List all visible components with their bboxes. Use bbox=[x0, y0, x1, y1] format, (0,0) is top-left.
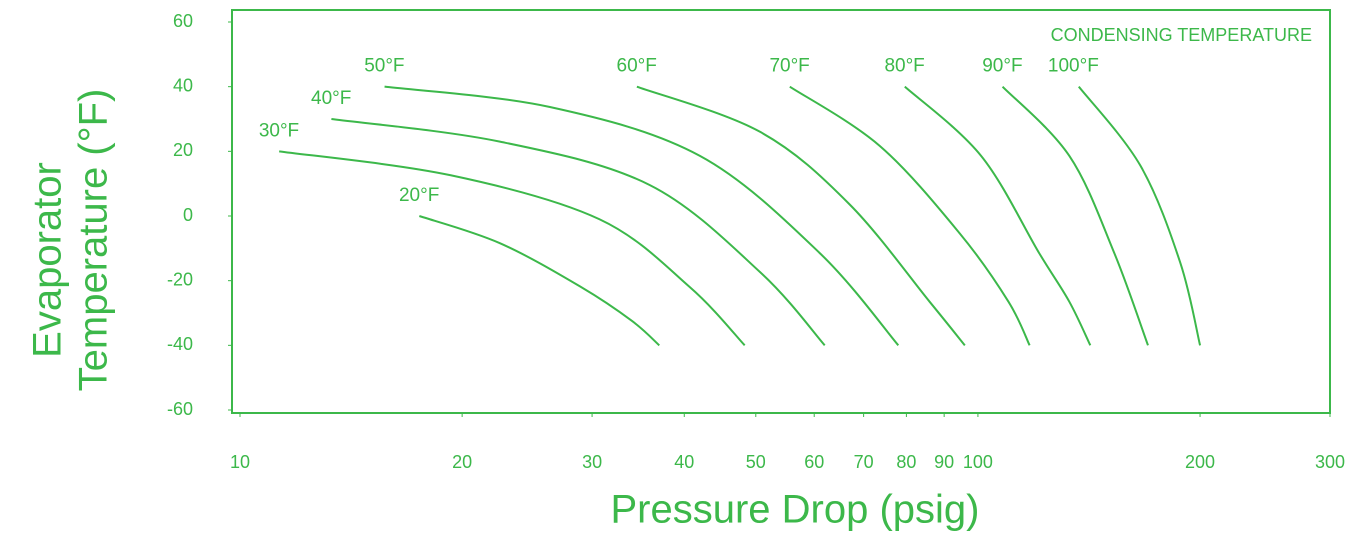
y-tick-label: -20 bbox=[167, 269, 193, 289]
curve bbox=[331, 118, 826, 346]
curve-label: 30°F bbox=[259, 120, 299, 141]
x-tick-label: 70 bbox=[854, 452, 874, 472]
curve bbox=[279, 150, 746, 347]
x-tick-label: 100 bbox=[963, 452, 993, 472]
curve-label: 80°F bbox=[884, 56, 924, 77]
y-tick-label: 0 bbox=[183, 205, 193, 225]
x-axis-label: Pressure Drop (psig) bbox=[610, 488, 979, 532]
y-tick-label: 20 bbox=[173, 140, 193, 160]
x-tick-label: 10 bbox=[230, 452, 250, 472]
curve bbox=[1001, 85, 1149, 346]
curve bbox=[789, 85, 1031, 346]
y-tick-label: 60 bbox=[173, 11, 193, 31]
curve bbox=[904, 85, 1092, 346]
x-tick-label: 90 bbox=[934, 452, 954, 472]
x-tick-label: 40 bbox=[674, 452, 694, 472]
y-tick-label: 40 bbox=[173, 75, 193, 95]
x-tick-label: 20 bbox=[452, 452, 472, 472]
x-tick-label: 50 bbox=[746, 452, 766, 472]
curve-label: 20°F bbox=[399, 185, 439, 206]
curve-label: 50°F bbox=[364, 56, 404, 77]
x-tick-label: 60 bbox=[804, 452, 824, 472]
curve-label: 90°F bbox=[982, 56, 1022, 77]
curve bbox=[384, 85, 900, 346]
x-tick-label: 300 bbox=[1315, 452, 1345, 472]
curve-label: 70°F bbox=[769, 56, 809, 77]
curve bbox=[419, 215, 660, 347]
y-tick-label: -40 bbox=[167, 334, 193, 354]
curve bbox=[1078, 86, 1202, 346]
curve-label: 100°F bbox=[1048, 56, 1099, 77]
annotation: CONDENSING TEMPERATURE bbox=[1051, 25, 1312, 45]
x-tick-label: 30 bbox=[582, 452, 602, 472]
x-tick-label: 80 bbox=[896, 452, 916, 472]
curve-label: 40°F bbox=[311, 88, 351, 109]
curve bbox=[636, 85, 966, 346]
plot-frame bbox=[231, 9, 1331, 414]
y-tick-label: -60 bbox=[167, 399, 193, 419]
curve-label: 60°F bbox=[617, 56, 657, 77]
y-axis-label: Evaporator bbox=[26, 162, 70, 358]
x-tick-label: 200 bbox=[1185, 452, 1215, 472]
y-axis-label: Temperature (°F) bbox=[72, 89, 116, 392]
